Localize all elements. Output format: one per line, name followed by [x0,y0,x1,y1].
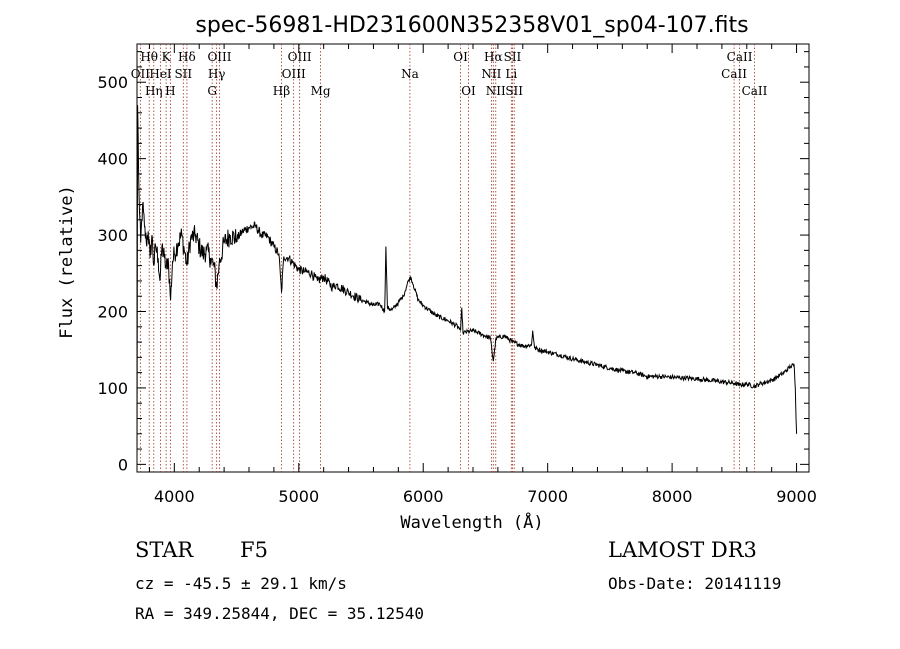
y-tick-label: 400 [97,150,128,169]
y-tick-label: 100 [97,379,128,398]
x-tick-label: 7000 [527,487,568,506]
line-marker-label: Mg [311,84,331,98]
chart-title: spec-56981-HD231600N352358V01_sp04-107.f… [195,13,748,38]
y-tick-label: 300 [97,226,128,245]
coordinates: RA = 349.25844, DEC = 35.12540 [135,604,424,623]
line-marker-label: CaII [742,84,768,98]
y-axis-label: Flux (relative) [57,185,77,339]
line-marker-label: SII [505,84,523,98]
line-marker-label: K [162,50,172,64]
plot-frame [137,44,809,472]
line-marker-label: H [165,84,175,98]
x-tick-label: 6000 [403,487,444,506]
y-axis-ticks: 0 100 200 300 400 500 [97,52,809,475]
x-axis-label: Wavelength (Å) [400,511,543,533]
line-marker-label: CaII [727,50,753,64]
line-marker-label: OIII [288,50,312,64]
line-marker-label: Hβ [273,84,290,98]
line-marker-label: NII [481,67,501,81]
x-tick-label: 4000 [154,487,195,506]
line-marker-label: NII [486,84,506,98]
line-marker-label: HeI [149,67,172,81]
object-class: STAR [135,538,193,562]
line-marker-label: Hα [484,50,503,64]
line-marker-label: OIII [207,50,231,64]
redshift-cz: cz = -45.5 ± 29.1 km/s [135,574,347,593]
y-tick-label: 0 [118,455,128,474]
x-axis-ticks: 4000 5000 6000 7000 8000 9000 [149,44,816,506]
line-marker-label: Hγ [208,67,226,81]
line-marker-label: G [207,84,217,98]
x-tick-label: 5000 [278,487,319,506]
line-markers [140,44,754,472]
y-tick-label: 500 [97,73,128,92]
line-marker-label: Li [505,67,517,81]
line-marker-label: OIII [282,67,306,81]
survey-name: LAMOST DR3 [608,538,757,562]
x-tick-label: 9000 [776,487,817,506]
observation-date: Obs-Date: 20141119 [608,574,781,593]
line-marker-label: OI [461,84,476,98]
line-marker-label: OII [131,67,151,81]
line-marker-label: SII [504,50,522,64]
spectrum-line [137,105,797,464]
x-tick-label: 8000 [652,487,693,506]
line-marker-label: Hη [145,84,163,98]
line-marker-label: CaII [721,67,747,81]
line-marker-label: OI [453,50,468,64]
line-marker-label: Hδ [178,50,196,64]
line-marker-label: Hθ [140,50,158,64]
object-subclass: F5 [240,538,268,562]
line-marker-label: SII [174,67,192,81]
line-marker-label: Na [401,67,419,81]
y-tick-label: 200 [97,303,128,322]
